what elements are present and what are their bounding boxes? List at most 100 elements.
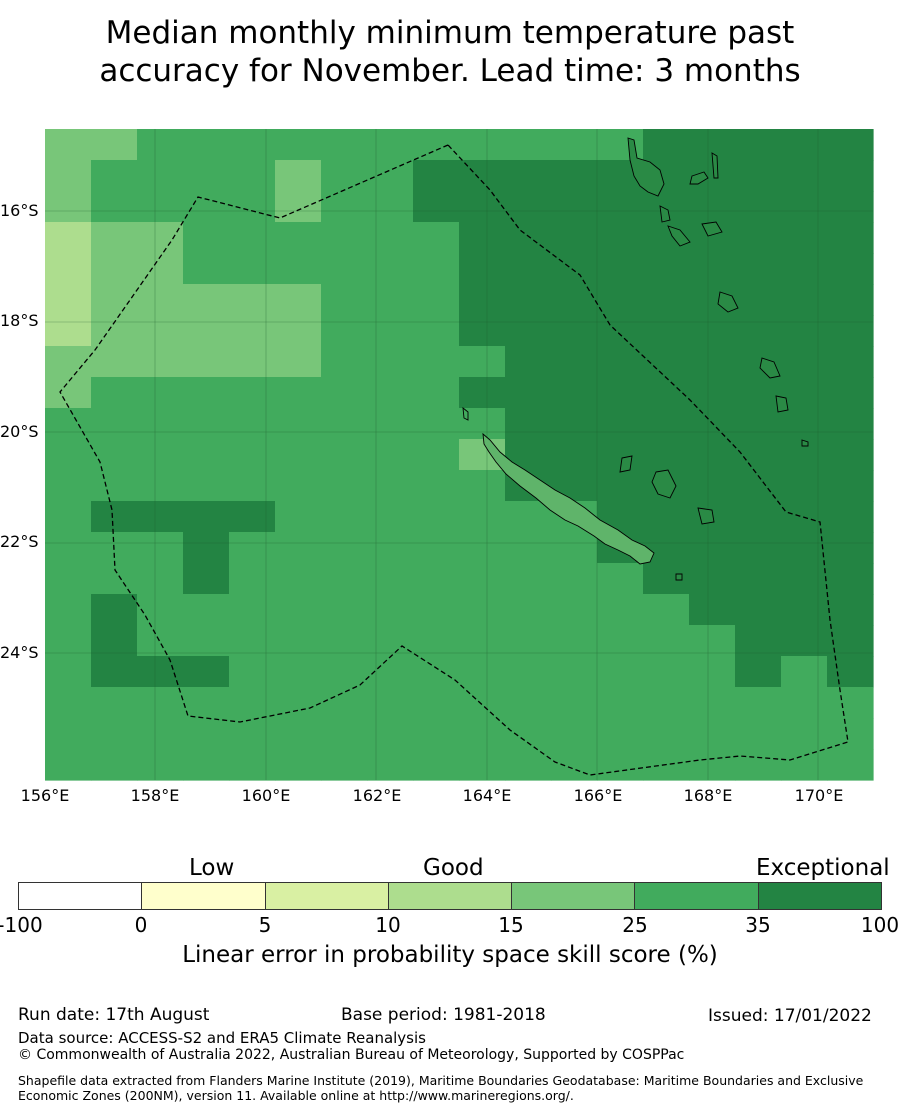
skill-cell — [827, 315, 874, 347]
skill-cell — [275, 253, 322, 285]
skill-cell — [183, 563, 230, 595]
skill-cell — [91, 470, 138, 502]
colorbar-tick: 5 — [258, 913, 272, 937]
skill-cell — [643, 594, 690, 626]
skill-cell — [321, 563, 368, 595]
skill-cell — [413, 470, 460, 502]
skill-cell — [781, 656, 828, 688]
skill-cell — [413, 253, 460, 285]
skill-cell — [459, 718, 506, 750]
skill-cell — [689, 439, 736, 471]
skill-cell — [643, 253, 690, 285]
skill-cell — [183, 129, 230, 161]
island-small-3 — [659, 205, 671, 223]
skill-cell — [137, 749, 184, 781]
skill-cell — [367, 532, 414, 564]
skill-cell — [413, 284, 460, 316]
skill-cell — [827, 284, 874, 316]
skill-cell — [229, 470, 276, 502]
skill-cell — [413, 129, 460, 161]
skill-cell — [367, 191, 414, 223]
skill-cell — [45, 501, 92, 533]
legend-category-good: Good — [423, 855, 484, 881]
skill-cell — [45, 129, 92, 161]
skill-cell — [505, 377, 552, 409]
island-loyalty-2 — [651, 469, 677, 499]
skill-cell — [505, 594, 552, 626]
skill-cell — [367, 594, 414, 626]
skill-cell — [275, 191, 322, 223]
land-islands — [462, 137, 809, 581]
skill-cell — [137, 625, 184, 657]
skill-cell — [321, 315, 368, 347]
island-small-8 — [775, 395, 789, 413]
skill-cell — [413, 501, 460, 533]
skill-cell — [689, 532, 736, 564]
skill-cell — [459, 470, 506, 502]
island-loyalty-1 — [619, 455, 633, 473]
skill-cell — [367, 284, 414, 316]
skill-cell — [735, 160, 782, 192]
skill-cell — [183, 222, 230, 254]
map-gridlines — [45, 129, 873, 780]
skill-cell — [643, 315, 690, 347]
skill-cell — [551, 532, 598, 564]
colorbar-tick: 10 — [375, 913, 401, 937]
skill-cell — [597, 656, 644, 688]
skill-cell — [735, 594, 782, 626]
skill-cell — [229, 284, 276, 316]
skill-cell — [45, 718, 92, 750]
skill-cell — [275, 160, 322, 192]
skill-cell — [321, 346, 368, 378]
lat-label-18s: 18°S — [0, 311, 39, 330]
skill-cell — [643, 563, 690, 595]
skill-cell — [91, 377, 138, 409]
lon-label-162e: 162°E — [352, 786, 402, 805]
skill-cell — [689, 718, 736, 750]
skill-cell — [689, 470, 736, 502]
skill-cell — [643, 284, 690, 316]
skill-cell — [413, 346, 460, 378]
skill-cell — [183, 656, 230, 688]
skill-cell — [781, 191, 828, 223]
legend-category-exceptional: Exceptional — [756, 855, 890, 881]
skill-cell — [597, 346, 644, 378]
skill-cell — [321, 687, 368, 719]
skill-cell — [735, 532, 782, 564]
colorbar-tick: 15 — [498, 913, 524, 937]
skill-cell — [137, 501, 184, 533]
skill-cell — [459, 129, 506, 161]
skill-cell — [137, 222, 184, 254]
skill-cell — [827, 501, 874, 533]
skill-cell — [229, 718, 276, 750]
skill-cell — [229, 160, 276, 192]
base-period: Base period: 1981-2018 — [341, 1005, 546, 1025]
skill-cell — [781, 718, 828, 750]
run-date: Run date: 17th August — [18, 1005, 210, 1025]
island-small-5 — [701, 221, 723, 237]
skill-cell — [229, 129, 276, 161]
skill-cell — [781, 563, 828, 595]
skill-cell — [367, 129, 414, 161]
island-new-caledonia — [482, 432, 655, 565]
skill-cell — [275, 532, 322, 564]
skill-cell — [137, 687, 184, 719]
title-line-2: accuracy for November. Lead time: 3 mont… — [99, 53, 801, 89]
island-vanuatu-espiritu — [627, 137, 665, 197]
skill-cell — [137, 346, 184, 378]
skill-cell — [643, 718, 690, 750]
skill-cell — [505, 749, 552, 781]
skill-cell — [551, 718, 598, 750]
skill-cell — [735, 129, 782, 161]
skill-cell — [689, 594, 736, 626]
skill-cell — [45, 284, 92, 316]
skill-cell — [827, 160, 874, 192]
skill-cell — [91, 253, 138, 285]
skill-cell — [137, 377, 184, 409]
skill-cell — [183, 284, 230, 316]
skill-cell — [781, 749, 828, 781]
skill-cell — [827, 594, 874, 626]
skill-cell — [735, 749, 782, 781]
skill-cell — [735, 718, 782, 750]
skill-cell — [551, 439, 598, 471]
